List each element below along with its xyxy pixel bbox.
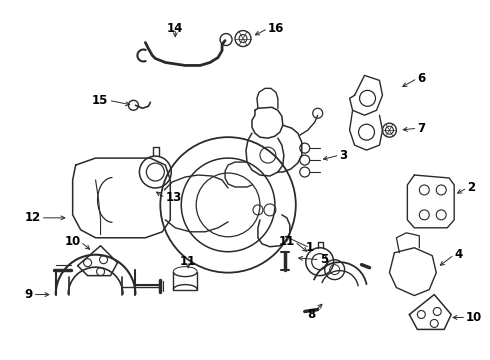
Text: 8: 8	[308, 308, 316, 321]
Text: 3: 3	[340, 149, 348, 162]
Text: 14: 14	[167, 22, 183, 35]
Text: 15: 15	[92, 94, 108, 107]
Text: 1: 1	[306, 241, 314, 254]
Text: 4: 4	[454, 248, 463, 261]
Text: 16: 16	[268, 22, 284, 35]
Text: 7: 7	[417, 122, 425, 135]
Text: 5: 5	[319, 253, 328, 266]
Text: 6: 6	[417, 72, 426, 85]
Text: 13: 13	[165, 192, 182, 204]
Text: 9: 9	[24, 288, 33, 301]
Text: 12: 12	[24, 211, 41, 224]
Text: 11: 11	[278, 235, 295, 248]
Text: 10: 10	[64, 235, 81, 248]
Text: 10: 10	[466, 311, 482, 324]
Text: 2: 2	[467, 181, 475, 194]
Text: 11: 11	[180, 255, 196, 268]
